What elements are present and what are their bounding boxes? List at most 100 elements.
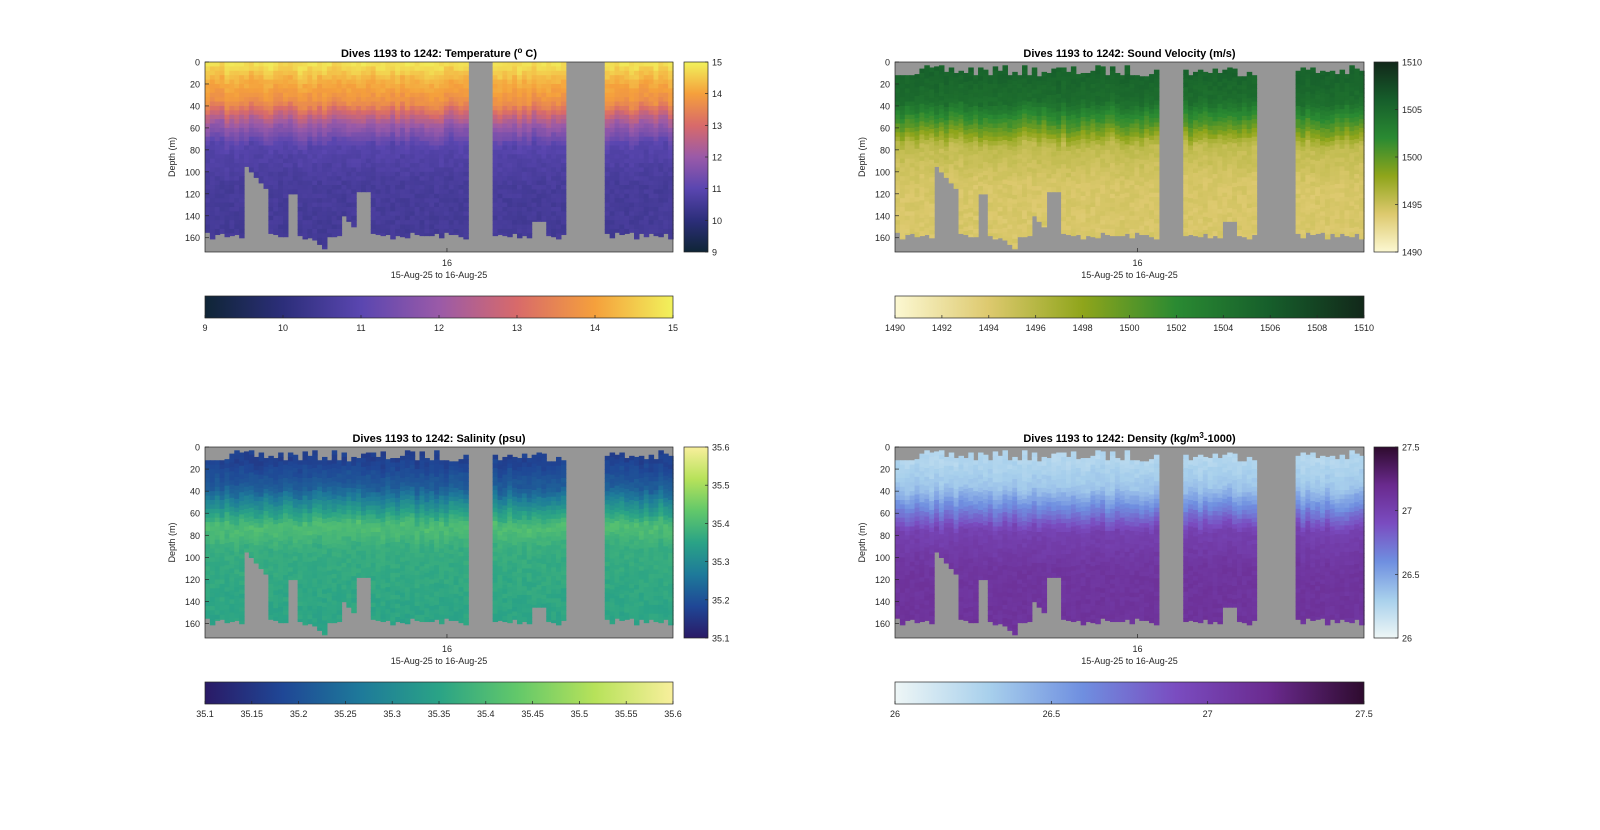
heatmap-cell [1129, 198, 1135, 204]
heatmap-cell [1100, 97, 1106, 103]
heatmap-cell [1129, 206, 1135, 212]
heatmap-cell [1070, 171, 1077, 177]
heatmap-cell [982, 82, 989, 88]
heatmap-cell [1046, 81, 1052, 87]
heatmap-cell [982, 175, 989, 181]
heatmap-cell [973, 79, 979, 85]
heatmap-cell [1090, 141, 1096, 147]
heatmap-cell [638, 83, 645, 89]
heatmap-cell [526, 224, 533, 230]
heatmap-cell [414, 154, 421, 160]
heatmap-cell [1036, 194, 1043, 200]
heatmap-cell [531, 79, 538, 85]
heatmap-cell [634, 132, 640, 138]
heatmap-cell [648, 119, 655, 125]
heatmap-cell [234, 88, 240, 94]
heatmap-cell [492, 193, 499, 199]
heatmap-cell [268, 62, 274, 67]
heatmap-cell [1007, 171, 1013, 177]
heatmap-cell [434, 136, 440, 142]
heatmap-cell [658, 154, 664, 160]
heatmap-cell [619, 154, 625, 160]
heatmap-cell [512, 97, 518, 103]
heatmap-cell [273, 211, 279, 217]
heatmap-cell [1026, 88, 1033, 94]
heatmap-cell [278, 66, 284, 72]
heatmap-cell [531, 119, 538, 125]
heatmap-cell [507, 202, 513, 208]
heatmap-cell [351, 149, 357, 155]
heatmap-cell [658, 62, 664, 67]
heatmap-cell [1090, 202, 1096, 208]
heatmap-cell [668, 92, 674, 98]
heatmap-cell [658, 163, 664, 169]
heatmap-cell [929, 128, 935, 134]
heatmap-cell [924, 188, 930, 194]
heatmap-cell [326, 88, 333, 94]
heatmap-cell [1026, 79, 1033, 85]
heatmap-cell [434, 105, 440, 111]
heatmap-cell [643, 215, 650, 221]
heatmap-cell [1051, 125, 1057, 131]
heatmap-cell [380, 110, 386, 116]
heatmap-cell [997, 101, 1004, 107]
heatmap-cell [638, 105, 645, 111]
heatmap-cell [385, 163, 391, 169]
heatmap-cell [263, 167, 269, 173]
heatmap-cell [453, 158, 460, 164]
heatmap-cell [346, 141, 352, 147]
heatmap-cell [512, 211, 518, 217]
heatmap-cell [1114, 195, 1121, 201]
heatmap-cell [326, 206, 333, 212]
heatmap-cell [234, 119, 240, 125]
colorbar-vertical-tick-label: 10 [712, 216, 722, 226]
heatmap-cell [322, 97, 328, 103]
heatmap-cell [1105, 149, 1111, 155]
heatmap-cell [1065, 159, 1072, 165]
heatmap-cell [541, 127, 547, 133]
heatmap-cell [943, 159, 950, 165]
heatmap-cell [938, 148, 945, 154]
heatmap-cell [248, 92, 255, 98]
heatmap-cell [1065, 115, 1072, 121]
heatmap-cell [638, 123, 645, 129]
heatmap-cell [317, 215, 323, 221]
heatmap-cell [400, 198, 406, 204]
heatmap-cell [1085, 86, 1092, 92]
heatmap-cell [958, 158, 964, 164]
heatmap-cell [658, 66, 664, 72]
heatmap-cell [517, 79, 523, 85]
heatmap-cell [934, 70, 940, 76]
heatmap-cell [365, 189, 372, 193]
heatmap-cell [419, 66, 425, 72]
heatmap-cell [429, 127, 435, 133]
heatmap-cell [919, 138, 925, 144]
heatmap-cell [614, 176, 620, 182]
heatmap-cell [356, 123, 362, 129]
heatmap-cell [512, 198, 518, 204]
heatmap-cell [556, 119, 562, 125]
heatmap-cell [492, 224, 499, 230]
heatmap-cell [507, 211, 513, 217]
colorbar-vertical-tick-label: 9 [712, 248, 717, 258]
heatmap-cell [968, 98, 974, 104]
heatmap-cell [556, 136, 562, 142]
heatmap-cell [307, 101, 313, 107]
heatmap-cell [1002, 113, 1008, 119]
heatmap-cell [268, 119, 274, 125]
heatmap-cell [400, 215, 406, 221]
heatmap-cell [1056, 186, 1062, 192]
heatmap-cell [1075, 197, 1082, 203]
heatmap-cell [551, 171, 557, 177]
heatmap-cell [978, 89, 984, 95]
heatmap-cell [453, 228, 460, 234]
heatmap-cell [987, 185, 994, 190]
heatmap-cell [1119, 149, 1126, 155]
heatmap-cell [331, 66, 338, 72]
heatmap-cell [919, 195, 925, 201]
heatmap-cell [1046, 174, 1052, 180]
heatmap-cell [1075, 219, 1082, 225]
heatmap-cell [919, 116, 925, 122]
heatmap-cell [297, 127, 304, 133]
heatmap-cell [624, 75, 630, 81]
